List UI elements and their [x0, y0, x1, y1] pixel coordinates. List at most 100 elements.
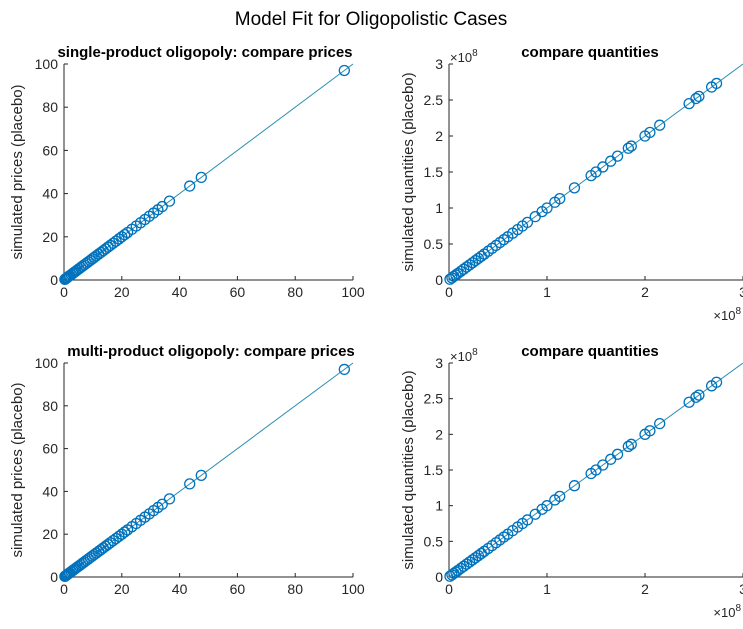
- y-tick-label: 80: [42, 99, 58, 115]
- data-point: [644, 425, 656, 437]
- subplot-3: multi-product oligopoly: compare prices s…: [9, 343, 365, 597]
- data-point: [163, 493, 176, 505]
- data-point: [541, 202, 553, 214]
- data-point: [163, 195, 176, 207]
- subplot-2: compare quantities simulated quantities (…: [400, 44, 743, 323]
- x-tick-label: 80: [287, 284, 303, 300]
- data-point: [625, 140, 637, 152]
- data-point: [119, 526, 131, 538]
- data-point: [568, 480, 581, 492]
- y-tick-label: 0: [50, 569, 58, 585]
- data-point: [568, 182, 581, 194]
- x-tick-label: 20: [114, 284, 130, 300]
- y-tick-label: 100: [35, 56, 59, 72]
- y-tick-label: 20: [42, 229, 58, 245]
- x-tick-label: 100: [341, 581, 365, 597]
- x-tick-label: 2: [641, 284, 649, 300]
- subplot-grid: single-product oligopoly: compare prices…: [9, 44, 743, 620]
- data-point: [654, 417, 666, 430]
- y-tick-label: 40: [42, 186, 58, 202]
- y-tick-label: 0.5: [424, 533, 444, 549]
- data-point: [116, 528, 128, 540]
- subplot-4: compare quantities simulated quantities (…: [400, 343, 743, 620]
- x-tick-label: 1: [543, 581, 551, 597]
- data-point: [654, 119, 666, 131]
- data-point: [693, 389, 705, 401]
- data-point: [690, 391, 702, 403]
- y-tick-label: 2.5: [424, 391, 444, 407]
- y-tick-label: 1.5: [424, 164, 444, 180]
- y-tick-label: 3: [435, 355, 443, 371]
- y-tick-label: 0.5: [424, 236, 444, 252]
- y-tick-label: 1: [435, 200, 443, 216]
- data-point: [611, 448, 624, 460]
- data-point: [622, 440, 634, 453]
- y-tick-label: 40: [42, 483, 58, 499]
- x-exponent-label: ×108: [713, 306, 741, 323]
- data-point: [693, 90, 705, 103]
- x-exponent-label: ×108: [713, 603, 741, 620]
- x-tick-label: 80: [287, 581, 303, 597]
- data-point: [597, 161, 609, 173]
- x-tick-label: 100: [341, 284, 365, 300]
- x-tick-label: 0: [60, 581, 68, 597]
- x-tick-label: 3: [739, 284, 743, 300]
- y-tick-label: 20: [42, 526, 58, 542]
- y-exponent-label: ×108: [450, 347, 478, 364]
- y-tick-label: 1.5: [424, 462, 444, 478]
- subplot-title: multi-product oligopoly: compare prices: [67, 343, 355, 360]
- y-tick-label: 2: [435, 426, 443, 442]
- y-tick-label: 0: [50, 272, 58, 288]
- x-tick-label: 1: [543, 284, 551, 300]
- x-tick-label: 3: [739, 581, 743, 597]
- y-tick-label: 60: [42, 142, 58, 158]
- y-axis-label: simulated prices (placebo): [9, 84, 26, 259]
- figure-title: Model Fit for Oligopolistic Cases: [235, 9, 507, 30]
- data-point: [107, 534, 119, 547]
- data-point: [338, 64, 350, 77]
- fit-line: [448, 63, 743, 281]
- x-tick-label: 40: [172, 284, 188, 300]
- data-point: [110, 532, 122, 545]
- x-tick-label: 20: [114, 581, 130, 597]
- data-point: [338, 363, 350, 376]
- data-point: [622, 142, 634, 154]
- x-tick-label: 0: [445, 284, 453, 300]
- x-tick-label: 0: [445, 581, 453, 597]
- data-point: [195, 469, 207, 482]
- y-tick-label: 60: [42, 441, 58, 457]
- data-point: [554, 490, 566, 503]
- y-tick-label: 0: [435, 569, 443, 585]
- data-point: [554, 192, 566, 205]
- data-point: [625, 438, 637, 450]
- x-tick-label: 0: [60, 284, 68, 300]
- y-tick-label: 2.5: [424, 92, 444, 108]
- subplot-title: compare quantities: [521, 343, 659, 360]
- y-axis-label: simulated prices (placebo): [9, 382, 26, 557]
- subplot-title: compare quantities: [521, 44, 659, 61]
- data-point: [541, 500, 553, 512]
- y-axis-label: simulated quantities (placebo): [400, 72, 417, 271]
- y-tick-label: 2: [435, 128, 443, 144]
- subplot-1: single-product oligopoly: compare prices…: [9, 44, 365, 300]
- y-tick-label: 0: [435, 272, 443, 288]
- y-tick-label: 100: [35, 355, 59, 371]
- subplot-title: single-product oligopoly: compare prices: [57, 44, 352, 61]
- data-point: [184, 478, 196, 490]
- data-point: [521, 514, 534, 526]
- data-point: [119, 228, 131, 241]
- data-point: [690, 92, 702, 105]
- fit-line: [448, 362, 743, 578]
- y-tick-label: 3: [435, 56, 443, 72]
- y-tick-label: 1: [435, 498, 443, 514]
- data-point: [156, 498, 168, 510]
- data-point: [184, 180, 196, 192]
- data-point: [113, 530, 125, 542]
- data-point: [195, 171, 207, 184]
- data-point: [156, 200, 168, 213]
- y-exponent-label: ×108: [450, 48, 478, 65]
- y-tick-label: 80: [42, 398, 58, 414]
- data-point: [644, 126, 656, 139]
- data-point: [710, 376, 723, 388]
